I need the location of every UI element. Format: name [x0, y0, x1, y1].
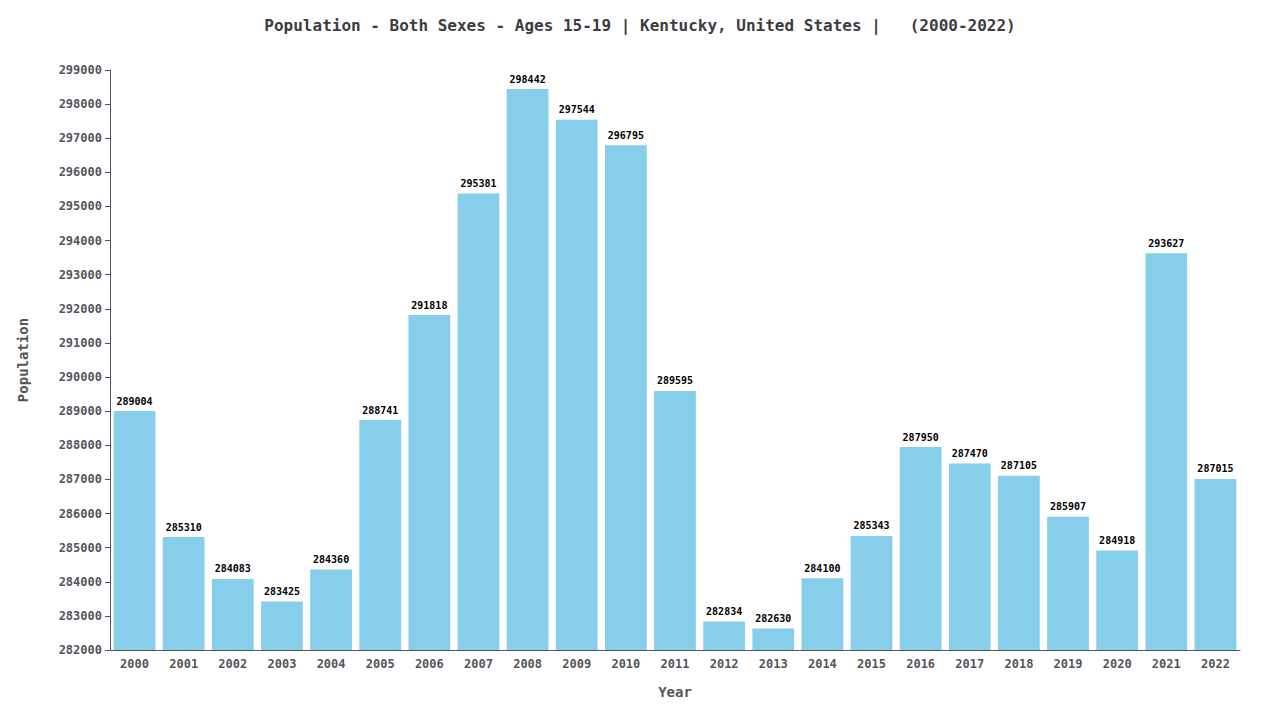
svg-text:284083: 284083	[215, 563, 251, 574]
svg-text:2008: 2008	[513, 657, 542, 671]
svg-text:291818: 291818	[411, 300, 447, 311]
svg-text:286000: 286000	[59, 507, 102, 521]
svg-text:293627: 293627	[1148, 238, 1184, 249]
svg-text:2021: 2021	[1152, 657, 1181, 671]
svg-text:2011: 2011	[661, 657, 690, 671]
svg-text:282630: 282630	[755, 613, 791, 624]
svg-text:291000: 291000	[59, 336, 102, 350]
svg-text:Population: Population	[15, 318, 31, 402]
svg-text:296795: 296795	[608, 130, 644, 141]
svg-text:284918: 284918	[1099, 535, 1135, 546]
svg-text:295381: 295381	[460, 178, 496, 189]
svg-text:2005: 2005	[366, 657, 395, 671]
svg-text:284360: 284360	[313, 554, 349, 565]
svg-text:2015: 2015	[857, 657, 886, 671]
svg-text:287105: 287105	[1001, 460, 1037, 471]
svg-text:297544: 297544	[559, 104, 595, 115]
svg-text:292000: 292000	[59, 302, 102, 316]
svg-text:293000: 293000	[59, 268, 102, 282]
svg-text:2009: 2009	[562, 657, 591, 671]
svg-text:298000: 298000	[59, 97, 102, 111]
svg-text:285310: 285310	[166, 522, 202, 533]
svg-text:2010: 2010	[611, 657, 640, 671]
svg-text:2012: 2012	[710, 657, 739, 671]
svg-text:282000: 282000	[59, 643, 102, 657]
svg-text:289595: 289595	[657, 375, 693, 386]
svg-text:297000: 297000	[59, 131, 102, 145]
svg-text:295000: 295000	[59, 199, 102, 213]
svg-text:285343: 285343	[853, 520, 889, 531]
svg-text:2007: 2007	[464, 657, 493, 671]
svg-text:2013: 2013	[759, 657, 788, 671]
svg-text:2016: 2016	[906, 657, 935, 671]
svg-text:287015: 287015	[1197, 463, 1233, 474]
svg-text:2006: 2006	[415, 657, 444, 671]
svg-text:2002: 2002	[218, 657, 247, 671]
svg-text:296000: 296000	[59, 165, 102, 179]
svg-text:2019: 2019	[1054, 657, 1083, 671]
svg-text:284100: 284100	[804, 563, 840, 574]
svg-text:2004: 2004	[317, 657, 346, 671]
svg-text:283000: 283000	[59, 609, 102, 623]
svg-text:2003: 2003	[268, 657, 297, 671]
svg-text:2014: 2014	[808, 657, 837, 671]
svg-text:287000: 287000	[59, 472, 102, 486]
svg-text:290000: 290000	[59, 370, 102, 384]
svg-text:298442: 298442	[510, 74, 546, 85]
svg-text:2018: 2018	[1004, 657, 1033, 671]
svg-text:289000: 289000	[59, 404, 102, 418]
svg-text:285907: 285907	[1050, 501, 1086, 512]
svg-text:288741: 288741	[362, 405, 398, 416]
svg-text:2001: 2001	[169, 657, 198, 671]
svg-text:Population - Both Sexes - Ages: Population - Both Sexes - Ages 15-19 | K…	[264, 16, 1015, 36]
svg-text:289004: 289004	[117, 396, 153, 407]
svg-text:283425: 283425	[264, 586, 300, 597]
svg-text:294000: 294000	[59, 234, 102, 248]
svg-text:2020: 2020	[1103, 657, 1132, 671]
svg-text:287470: 287470	[952, 448, 988, 459]
svg-text:282834: 282834	[706, 606, 742, 617]
svg-text:287950: 287950	[903, 432, 939, 443]
svg-text:299000: 299000	[59, 63, 102, 77]
svg-text:Year: Year	[658, 684, 692, 700]
svg-text:2000: 2000	[120, 657, 149, 671]
svg-text:285000: 285000	[59, 541, 102, 555]
svg-text:288000: 288000	[59, 438, 102, 452]
svg-text:284000: 284000	[59, 575, 102, 589]
svg-text:2022: 2022	[1201, 657, 1230, 671]
svg-text:2017: 2017	[955, 657, 984, 671]
